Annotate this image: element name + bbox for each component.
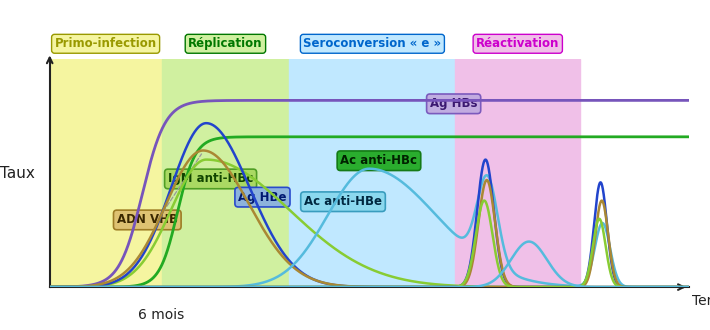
Text: IgM anti-HBc: IgM anti-HBc [168, 173, 253, 185]
Bar [456, 59, 580, 287]
Text: Seroconversion « e »: Seroconversion « e » [303, 37, 442, 50]
Text: Réplication: Réplication [188, 37, 263, 50]
Bar [289, 59, 456, 287]
Text: Ac anti-HBe: Ac anti-HBe [304, 195, 382, 208]
Text: Taux: Taux [0, 166, 36, 181]
Bar [50, 59, 161, 287]
Text: Ac anti-HBc: Ac anti-HBc [340, 154, 417, 167]
Text: 6 mois: 6 mois [138, 308, 185, 322]
Bar [161, 59, 289, 287]
Text: Réactivation: Réactivation [476, 37, 559, 50]
Text: Ag HBe: Ag HBe [239, 191, 287, 204]
Text: Ag HBs: Ag HBs [430, 97, 477, 110]
Text: Primo-infection: Primo-infection [55, 37, 157, 50]
Text: ADN VHB: ADN VHB [116, 214, 178, 226]
Text: Temps: Temps [692, 294, 710, 308]
